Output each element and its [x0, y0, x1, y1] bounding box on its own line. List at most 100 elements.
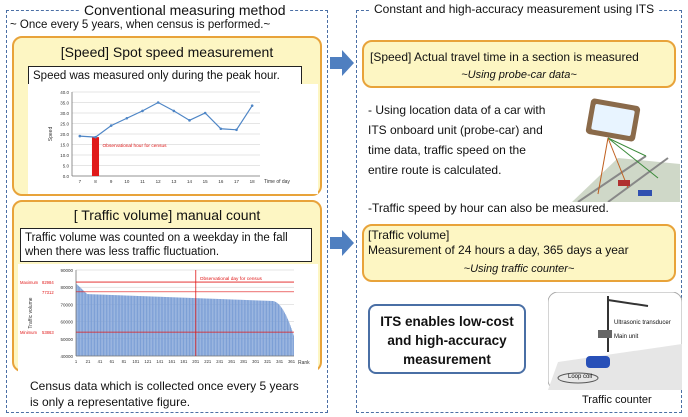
volume-bar [199, 298, 201, 356]
volume-bar [219, 299, 220, 356]
volume-bar [150, 296, 152, 356]
volume-bar [271, 300, 272, 356]
volume-bar [283, 311, 285, 356]
volume-xtick: 21 [86, 359, 91, 364]
speed-ytick: 40.0 [60, 90, 69, 95]
volume-bar [188, 297, 189, 356]
volume-box-title: [ Traffic volume] manual count [73, 207, 261, 223]
volume-bar [253, 300, 255, 356]
volume-bar [249, 300, 250, 356]
volume-bar [139, 296, 141, 356]
volume-bar [167, 297, 169, 356]
volume-bar [124, 295, 126, 356]
volume-bar [236, 299, 238, 356]
volume-bar [177, 297, 179, 356]
volume-bar [284, 312, 286, 356]
volume-bar [233, 299, 235, 356]
volume-bar [92, 294, 94, 356]
volume-bar [262, 300, 263, 356]
speed-box-title: [Speed] Spot speed measurement [60, 44, 274, 60]
volume-bar [151, 296, 152, 356]
volume-bar [141, 296, 143, 356]
volume-bar [191, 297, 192, 356]
volume-bar [277, 303, 278, 356]
volume-bar [184, 297, 185, 356]
volume-bar [117, 295, 118, 356]
volume-bar [170, 297, 172, 356]
volume-bar [159, 296, 160, 356]
volume-bar [143, 296, 145, 356]
volume-bar [243, 299, 244, 356]
volume-bar [271, 300, 273, 356]
volume-highlight-label: Observational day for census [200, 276, 263, 282]
volume-bar [99, 294, 101, 356]
speed-ytick: 15.0 [60, 143, 69, 148]
volume-bar [112, 295, 114, 356]
volume-bar [130, 295, 132, 356]
volume-bar [107, 294, 108, 356]
volume-bar [212, 298, 213, 356]
counter-box-subtitle: ~Using traffic counter~ [463, 263, 575, 275]
volume-bar [173, 297, 174, 356]
volume-bar [181, 297, 182, 356]
volume-bar [98, 294, 99, 356]
volume-bar [220, 299, 222, 356]
speed-point [125, 116, 129, 120]
volume-bar [288, 321, 290, 356]
volume-bar [83, 290, 84, 356]
volume-bar [113, 295, 114, 356]
volume-bar [157, 296, 158, 356]
volume-bar [178, 297, 179, 356]
speed-ytick: 25.0 [60, 122, 69, 127]
volume-bar [102, 294, 104, 356]
volume-ytick: 60000 [60, 320, 73, 325]
volume-bar [96, 294, 98, 356]
volume-bar [268, 300, 270, 356]
volume-bar [127, 295, 128, 356]
volume-bar [106, 294, 108, 356]
volume-bar [157, 296, 159, 356]
volume-bar [174, 297, 176, 356]
volume-bar [167, 297, 168, 356]
volume-bar [84, 292, 86, 356]
volume-bar [125, 295, 127, 356]
speed-highlight-label: Observational hour for census [103, 143, 168, 149]
speed-chart-bg [28, 84, 318, 194]
volume-bar [135, 295, 137, 356]
volume-bar [81, 288, 82, 356]
speed-point [188, 119, 191, 122]
volume-bar [92, 294, 93, 356]
ultrasonic-label: Ultrasonic transducer [614, 320, 671, 326]
volume-bar [194, 298, 195, 356]
volume-bar [248, 300, 249, 356]
arrow-speed [330, 50, 354, 76]
volume-bar [149, 296, 151, 356]
speed-point [94, 135, 97, 139]
volume-bar [221, 299, 223, 356]
volume-bar [267, 300, 269, 356]
speed-xtick: 11 [140, 179, 145, 184]
volume-bar [246, 300, 247, 356]
volume-bar [139, 296, 140, 356]
speed-ytick: 35.0 [60, 101, 69, 106]
volume-bar [269, 300, 271, 356]
volume-bar [180, 297, 182, 356]
volume-bar [274, 301, 275, 356]
volume-bar [134, 295, 136, 356]
speed-xtick: 14 [187, 179, 193, 184]
volume-bar [199, 298, 200, 356]
volume-ylabel: Traffic volume [28, 297, 34, 328]
volume-bar [227, 299, 228, 356]
speed-point [156, 101, 160, 104]
volume-bar [250, 300, 251, 356]
volume-bar [255, 300, 257, 356]
volume-bar [120, 295, 121, 356]
volume-bar [79, 287, 81, 356]
volume-bar [114, 295, 116, 356]
volume-bar [136, 295, 138, 356]
volume-xtick: 81 [122, 359, 127, 364]
volume-bar [241, 299, 243, 356]
volume-bar [110, 294, 111, 356]
volume-bar [251, 300, 253, 356]
counter-box-text: Measurement of 24 hours a day, 365 days … [368, 243, 629, 257]
